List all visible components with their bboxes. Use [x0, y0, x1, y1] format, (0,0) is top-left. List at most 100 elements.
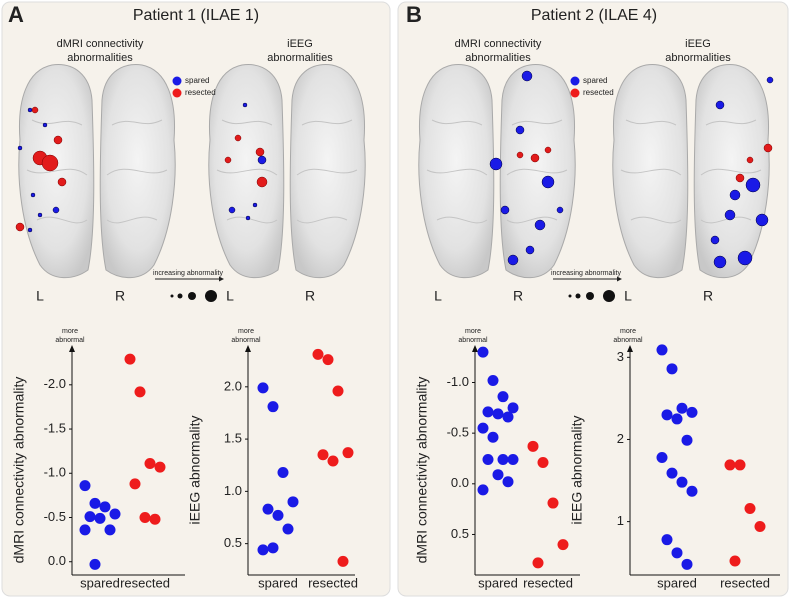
data-point	[482, 406, 494, 418]
panel-title: Patient 2 (ILAE 4)	[531, 7, 657, 24]
data-point	[477, 346, 489, 358]
brain-title: iEEG	[287, 38, 313, 50]
data-point	[487, 431, 499, 443]
x-tick-label: resected	[308, 575, 358, 590]
side-label: R	[703, 288, 713, 304]
axis-annotation: more	[465, 328, 481, 335]
brain-title: abnormalities	[267, 52, 333, 64]
size-legend-dot	[568, 294, 572, 298]
data-point	[671, 547, 683, 559]
data-point	[99, 501, 111, 513]
size-legend-arrowhead	[219, 276, 224, 282]
data-point	[754, 521, 766, 533]
data-point	[502, 476, 514, 488]
data-point	[724, 459, 736, 471]
y-tick-label: 0.0	[48, 553, 66, 568]
y-axis-arrow	[245, 345, 251, 352]
axis-annotation: abnormal	[458, 337, 488, 344]
data-point	[686, 485, 698, 497]
data-point	[109, 508, 121, 520]
data-point	[734, 459, 746, 471]
data-point	[149, 513, 161, 525]
x-tick-label: spared	[657, 575, 697, 590]
y-tick-label: 3	[617, 349, 624, 364]
y-axis-label: dMRI connectivity abnormality	[414, 377, 430, 564]
panel-letter: B	[406, 2, 422, 27]
data-point	[129, 478, 141, 490]
y-tick-label: 0.5	[224, 535, 242, 550]
x-tick-label: spared	[478, 575, 518, 590]
data-point	[477, 484, 489, 496]
data-point	[272, 509, 284, 521]
data-point	[144, 458, 156, 470]
data-point	[557, 539, 569, 551]
y-tick-label: 2	[617, 431, 624, 446]
data-point	[666, 363, 678, 375]
data-point	[342, 447, 354, 459]
side-label: L	[434, 288, 442, 304]
data-point	[317, 449, 329, 461]
data-point	[681, 434, 693, 446]
data-point	[79, 480, 91, 492]
side-label: R	[115, 288, 125, 304]
brain-title: abnormalities	[67, 52, 133, 64]
data-point	[676, 476, 688, 488]
data-point	[666, 467, 678, 479]
brain-images	[15, 64, 774, 279]
data-point	[656, 452, 668, 464]
axis-annotation: more	[62, 328, 78, 335]
brain-title: abnormalities	[465, 52, 531, 64]
data-point	[497, 453, 509, 465]
brain-title: dMRI connectivity	[57, 38, 144, 50]
data-point	[89, 497, 101, 509]
y-tick-label: -2.0	[44, 376, 66, 391]
y-tick-label: 0.5	[451, 526, 469, 541]
side-label: R	[513, 288, 523, 304]
y-tick-label: 1.0	[224, 483, 242, 498]
data-point	[332, 385, 344, 397]
data-point	[507, 402, 519, 414]
y-axis-label: iEEG abnormality	[187, 416, 203, 525]
data-point	[89, 558, 101, 570]
data-point	[79, 524, 91, 536]
data-point	[94, 512, 106, 524]
data-point	[686, 406, 698, 418]
y-tick-label: 1.5	[224, 431, 242, 446]
axis-annotation: abnormal	[613, 337, 643, 344]
data-point	[139, 512, 151, 523]
size-legend-dot	[575, 293, 581, 299]
y-tick-label: -1.0	[44, 465, 66, 480]
data-point	[84, 511, 96, 523]
y-axis-arrow	[627, 345, 633, 352]
y-axis-label: iEEG abnormality	[569, 416, 585, 525]
data-point	[729, 555, 741, 567]
x-tick-label: resected	[120, 575, 170, 590]
legend-marker	[570, 76, 580, 86]
data-point	[492, 408, 504, 420]
panel-letter: A	[8, 2, 24, 27]
x-tick-label: resected	[720, 575, 770, 590]
size-legend-dot	[177, 293, 183, 299]
size-legend-dot	[170, 294, 174, 298]
panel-background	[397, 1, 789, 597]
y-axis-arrow	[472, 345, 478, 352]
size-legend-dot	[603, 290, 615, 302]
data-point	[661, 409, 673, 421]
data-point	[257, 544, 269, 556]
side-label: L	[624, 288, 632, 304]
y-tick-label: -1.0	[447, 374, 469, 389]
side-label: L	[226, 288, 234, 304]
data-point	[681, 558, 693, 570]
axis-annotation: more	[238, 328, 254, 335]
data-point	[277, 467, 289, 479]
data-point	[482, 453, 494, 465]
data-point	[287, 496, 299, 508]
brain-title: dMRI connectivity	[455, 38, 542, 50]
legend-label: resected	[185, 88, 216, 97]
data-point	[671, 413, 683, 425]
size-legend-label: increasing abnormality	[153, 270, 224, 277]
brain-title: abnormalities	[665, 52, 731, 64]
panel-title: Patient 1 (ILAE 1)	[133, 7, 259, 24]
